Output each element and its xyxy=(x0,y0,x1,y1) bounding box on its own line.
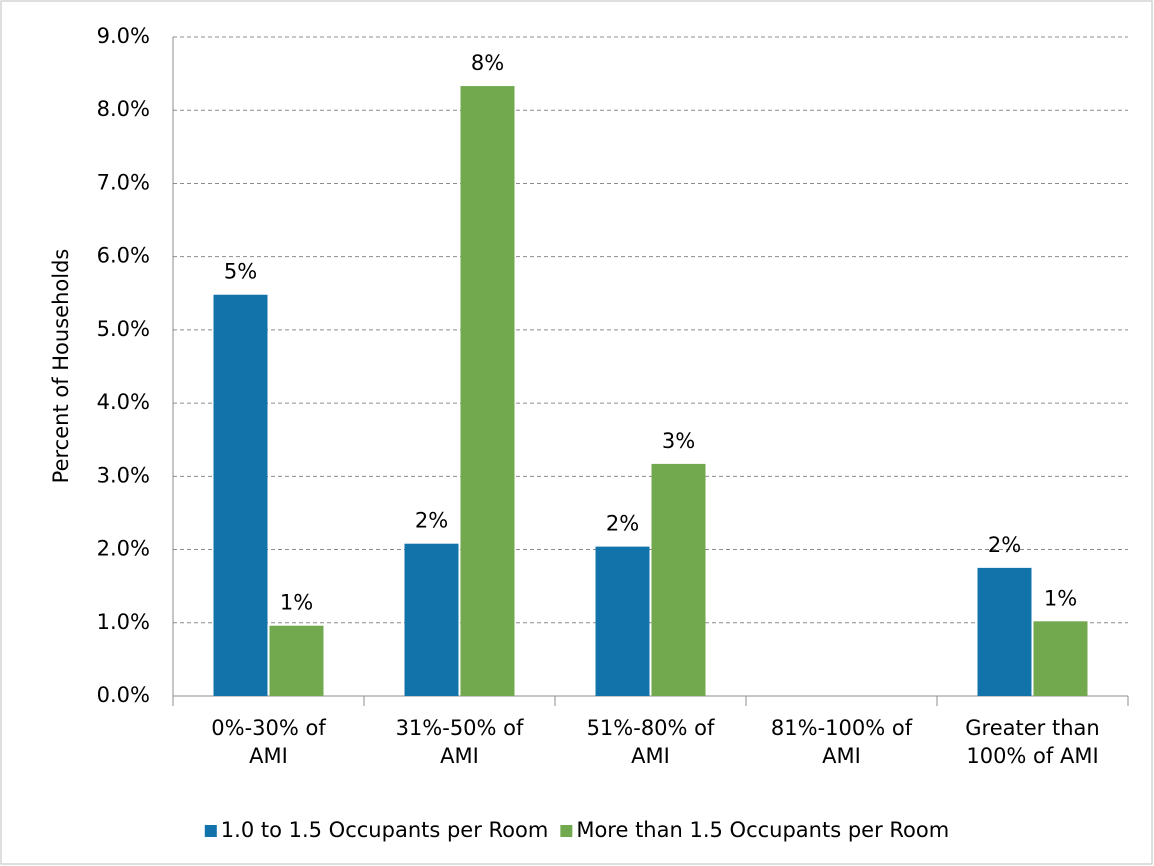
x-tick-label: Greater than 100% of AMI xyxy=(965,716,1100,768)
legend-label: 1.0 to 1.5 Occupants per Room xyxy=(221,818,549,842)
y-tick-label: 0.0% xyxy=(97,683,150,707)
bar xyxy=(460,86,515,696)
data-label: 1% xyxy=(280,591,313,615)
bar xyxy=(595,546,650,696)
legend-swatch xyxy=(560,825,573,837)
y-tick-label: 7.0% xyxy=(97,170,150,194)
bar xyxy=(1033,621,1088,696)
y-axis-label: Percent of Households xyxy=(49,249,73,484)
data-label: 2% xyxy=(415,509,448,533)
bar xyxy=(651,463,706,696)
x-tick-label: 31%-50% of AMI xyxy=(395,716,524,768)
x-tick-label: 0%-30% of AMI xyxy=(211,716,326,768)
legend-swatch xyxy=(204,825,217,837)
y-tick-label: 4.0% xyxy=(97,390,150,414)
y-tick-label: 6.0% xyxy=(97,244,150,268)
data-label: 2% xyxy=(606,512,639,536)
y-tick-label: 2.0% xyxy=(97,537,150,561)
y-tick-label: 1.0% xyxy=(97,610,150,634)
bar xyxy=(269,625,324,696)
x-tick-label: 81%-100% of AMI xyxy=(770,716,913,768)
y-tick-label: 8.0% xyxy=(97,97,150,121)
data-label: 1% xyxy=(1044,586,1077,610)
bar xyxy=(977,567,1032,696)
x-tick-label: 51%-80% of AMI xyxy=(586,716,715,768)
data-label: 3% xyxy=(662,429,695,453)
data-label: 2% xyxy=(988,533,1021,557)
legend-label: More than 1.5 Occupants per Room xyxy=(576,818,949,842)
y-tick-label: 3.0% xyxy=(97,463,150,487)
data-label: 5% xyxy=(224,260,257,284)
y-tick-label: 5.0% xyxy=(97,317,150,341)
bar xyxy=(404,543,459,696)
y-tick-label: 9.0% xyxy=(97,24,150,48)
bar xyxy=(213,294,268,696)
data-label: 8% xyxy=(471,51,504,75)
